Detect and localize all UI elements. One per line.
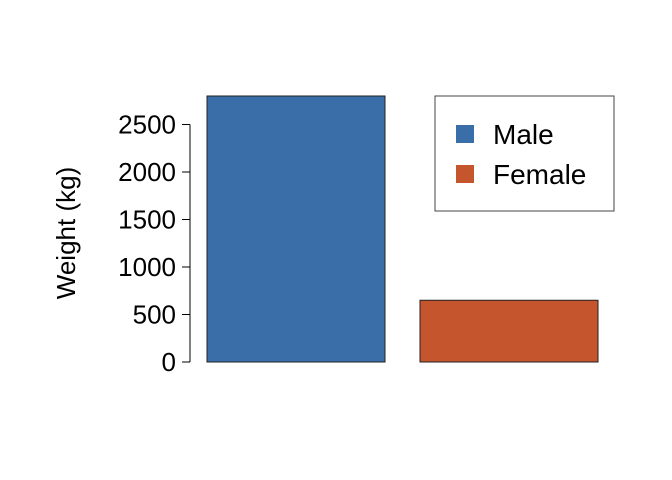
y-tick-label: 1500 — [118, 205, 176, 235]
bars — [206, 95, 599, 363]
legend-box — [434, 95, 615, 212]
y-tick-label: 2500 — [118, 110, 176, 140]
y-axis: 0 500 1000 1500 2000 2500 — [118, 110, 191, 377]
y-axis-title: Weight (kg) — [51, 167, 81, 299]
legend-swatch-female — [456, 165, 474, 183]
legend-swatch-male — [456, 125, 474, 143]
y-tick-label: 2000 — [118, 157, 176, 187]
legend: Male Female — [434, 95, 615, 212]
legend-label-male: Male — [493, 119, 554, 150]
y-tick-label: 0 — [162, 347, 176, 377]
bar-male — [206, 95, 386, 363]
y-tick-label: 500 — [133, 300, 176, 330]
y-tick-label: 1000 — [118, 252, 176, 282]
bar-female — [419, 299, 599, 363]
legend-label-female: Female — [493, 159, 586, 190]
